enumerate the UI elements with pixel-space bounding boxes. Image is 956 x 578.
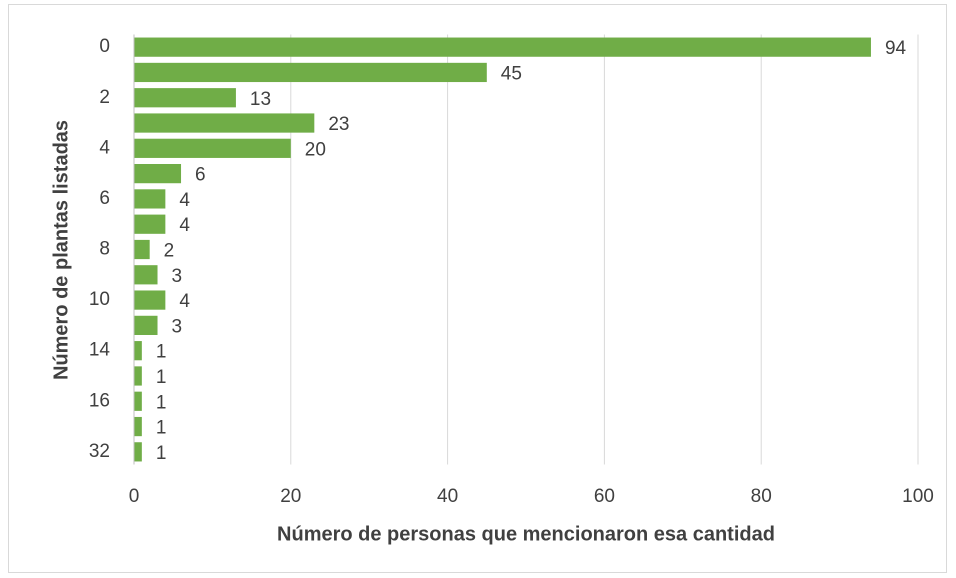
data-label: 3 xyxy=(172,316,183,337)
data-label: 1 xyxy=(156,342,167,363)
x-tick-label: 20 xyxy=(280,486,301,507)
y-axis-title: Número de plantas listadas xyxy=(50,120,72,380)
x-tick-label: 40 xyxy=(437,486,458,507)
data-label: 20 xyxy=(305,139,326,160)
y-tick-label: 6 xyxy=(99,188,110,209)
bar xyxy=(134,391,142,411)
y-tick-label: 0 xyxy=(99,36,110,57)
bar xyxy=(134,189,166,209)
bar xyxy=(134,37,871,57)
data-label: 1 xyxy=(156,367,167,388)
data-label: 94 xyxy=(885,38,907,59)
data-label: 2 xyxy=(164,241,175,262)
y-tick-label: 2 xyxy=(99,87,110,108)
y-tick-label: 14 xyxy=(89,340,111,361)
data-label: 23 xyxy=(328,114,349,135)
y-tick-label: 32 xyxy=(89,441,110,462)
bar xyxy=(134,290,166,310)
bar xyxy=(134,113,315,133)
x-tick-label: 80 xyxy=(751,486,772,507)
data-label: 1 xyxy=(156,443,167,464)
x-tick-label: 100 xyxy=(902,486,934,507)
data-label: 4 xyxy=(179,291,190,312)
y-tick-label: 8 xyxy=(99,239,110,260)
bar xyxy=(134,138,291,158)
bar xyxy=(134,442,142,462)
bar xyxy=(134,416,142,437)
bar xyxy=(134,315,158,335)
y-tick-label: 4 xyxy=(99,137,110,158)
data-label: 6 xyxy=(195,165,206,186)
bar xyxy=(134,366,142,386)
data-label: 3 xyxy=(172,266,183,287)
bar xyxy=(134,239,150,260)
data-label: 13 xyxy=(250,89,271,110)
data-label: 1 xyxy=(156,392,167,413)
bar xyxy=(134,214,166,234)
bar xyxy=(134,265,158,285)
chart-frame xyxy=(8,4,947,573)
bar xyxy=(134,164,182,184)
bar xyxy=(134,88,236,108)
x-axis-title: Número de personas que mencionaron esa c… xyxy=(277,523,775,545)
data-label: 1 xyxy=(156,418,167,439)
bar xyxy=(134,62,487,83)
x-tick-label: 60 xyxy=(594,486,615,507)
x-tick-label: 0 xyxy=(129,486,140,507)
bar xyxy=(134,341,142,361)
data-label: 4 xyxy=(179,215,190,236)
y-tick-label: 16 xyxy=(89,390,110,411)
y-tick-label: 10 xyxy=(89,289,110,310)
data-label: 45 xyxy=(501,63,522,84)
data-label: 4 xyxy=(179,190,190,211)
